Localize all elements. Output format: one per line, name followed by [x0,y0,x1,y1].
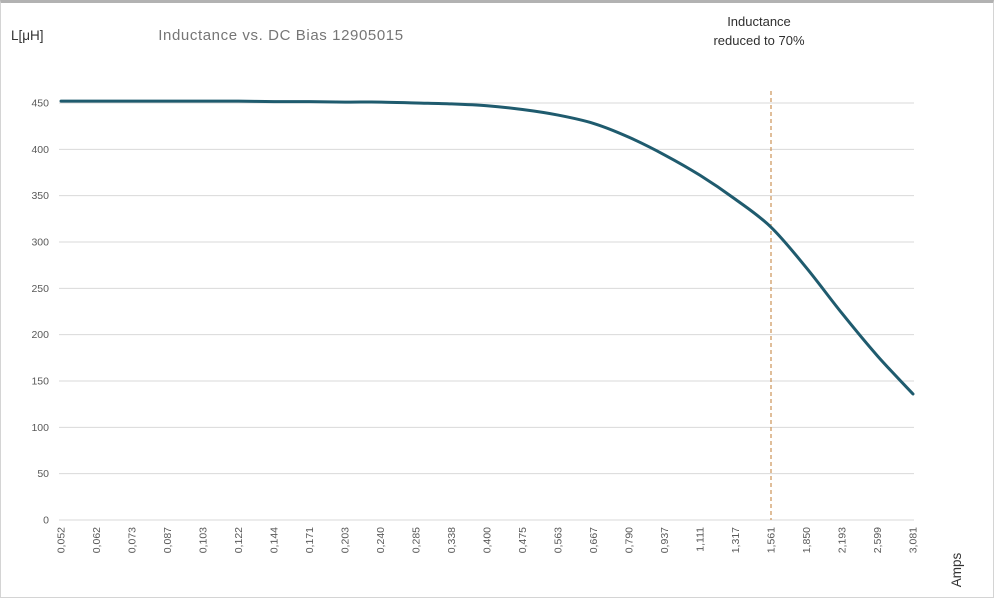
y-tick-label: 0 [43,515,49,527]
x-tick-label: 0,240 [375,527,387,553]
x-tick-label: 2,599 [872,527,884,553]
threshold-annotation-line1: Inductance [727,14,791,29]
x-tick-label: 0,087 [162,527,174,553]
x-tick-label: 0,285 [411,527,423,553]
y-axis-title: L[μH] [11,28,44,43]
y-tick-label: 250 [31,283,49,295]
x-tick-label: 0,400 [482,527,494,553]
series-line [59,99,915,396]
x-tick-label: 1,561 [766,527,778,553]
x-tick-label: 0,937 [659,527,671,553]
x-tick-label: 0,144 [269,527,281,553]
x-tick-label: 3,081 [908,527,920,553]
chart-title: Inductance vs. DC Bias 12905015 [158,27,404,44]
y-tick-label: 450 [31,98,49,110]
x-tick-label: 1,111 [695,527,707,552]
x-tick-label: 0,338 [446,527,458,553]
x-tick-label: 0,103 [198,527,210,553]
y-tick-label: 100 [31,422,49,434]
x-tick-label: 0,790 [624,527,636,553]
y-tick-label: 150 [31,376,49,388]
y-tick-label: 200 [31,329,49,341]
x-tick-label: 0,052 [56,527,68,553]
x-tick-label: 0,171 [304,527,316,553]
x-tick-label: 0,062 [91,527,103,553]
threshold-annotation: Inductance reduced to 70% [689,12,829,50]
x-tick-label: 2,193 [837,527,849,553]
x-tick-label: 0,073 [127,527,139,553]
x-tick-label: 1,850 [801,527,813,553]
x-axis-title: Amps [949,552,964,588]
x-tick-label: 0,563 [553,527,565,553]
x-tick-label: 0,122 [233,527,245,553]
x-tick-label: 1,317 [730,527,742,553]
y-tick-label: 50 [37,468,49,480]
x-tick-label: 0,667 [588,527,600,553]
y-tick-label: 350 [31,190,49,202]
threshold-annotation-line2: reduced to 70% [713,33,805,48]
plot-area: 0 50 100 150 200 250 300 350 400 450 0,052 0,062 0,0… [31,91,920,553]
x-tick-label: 0,475 [517,527,529,553]
y-tick-label: 300 [31,237,49,249]
x-tick-label: 0,203 [340,527,352,553]
y-tick-label: 400 [31,144,49,156]
